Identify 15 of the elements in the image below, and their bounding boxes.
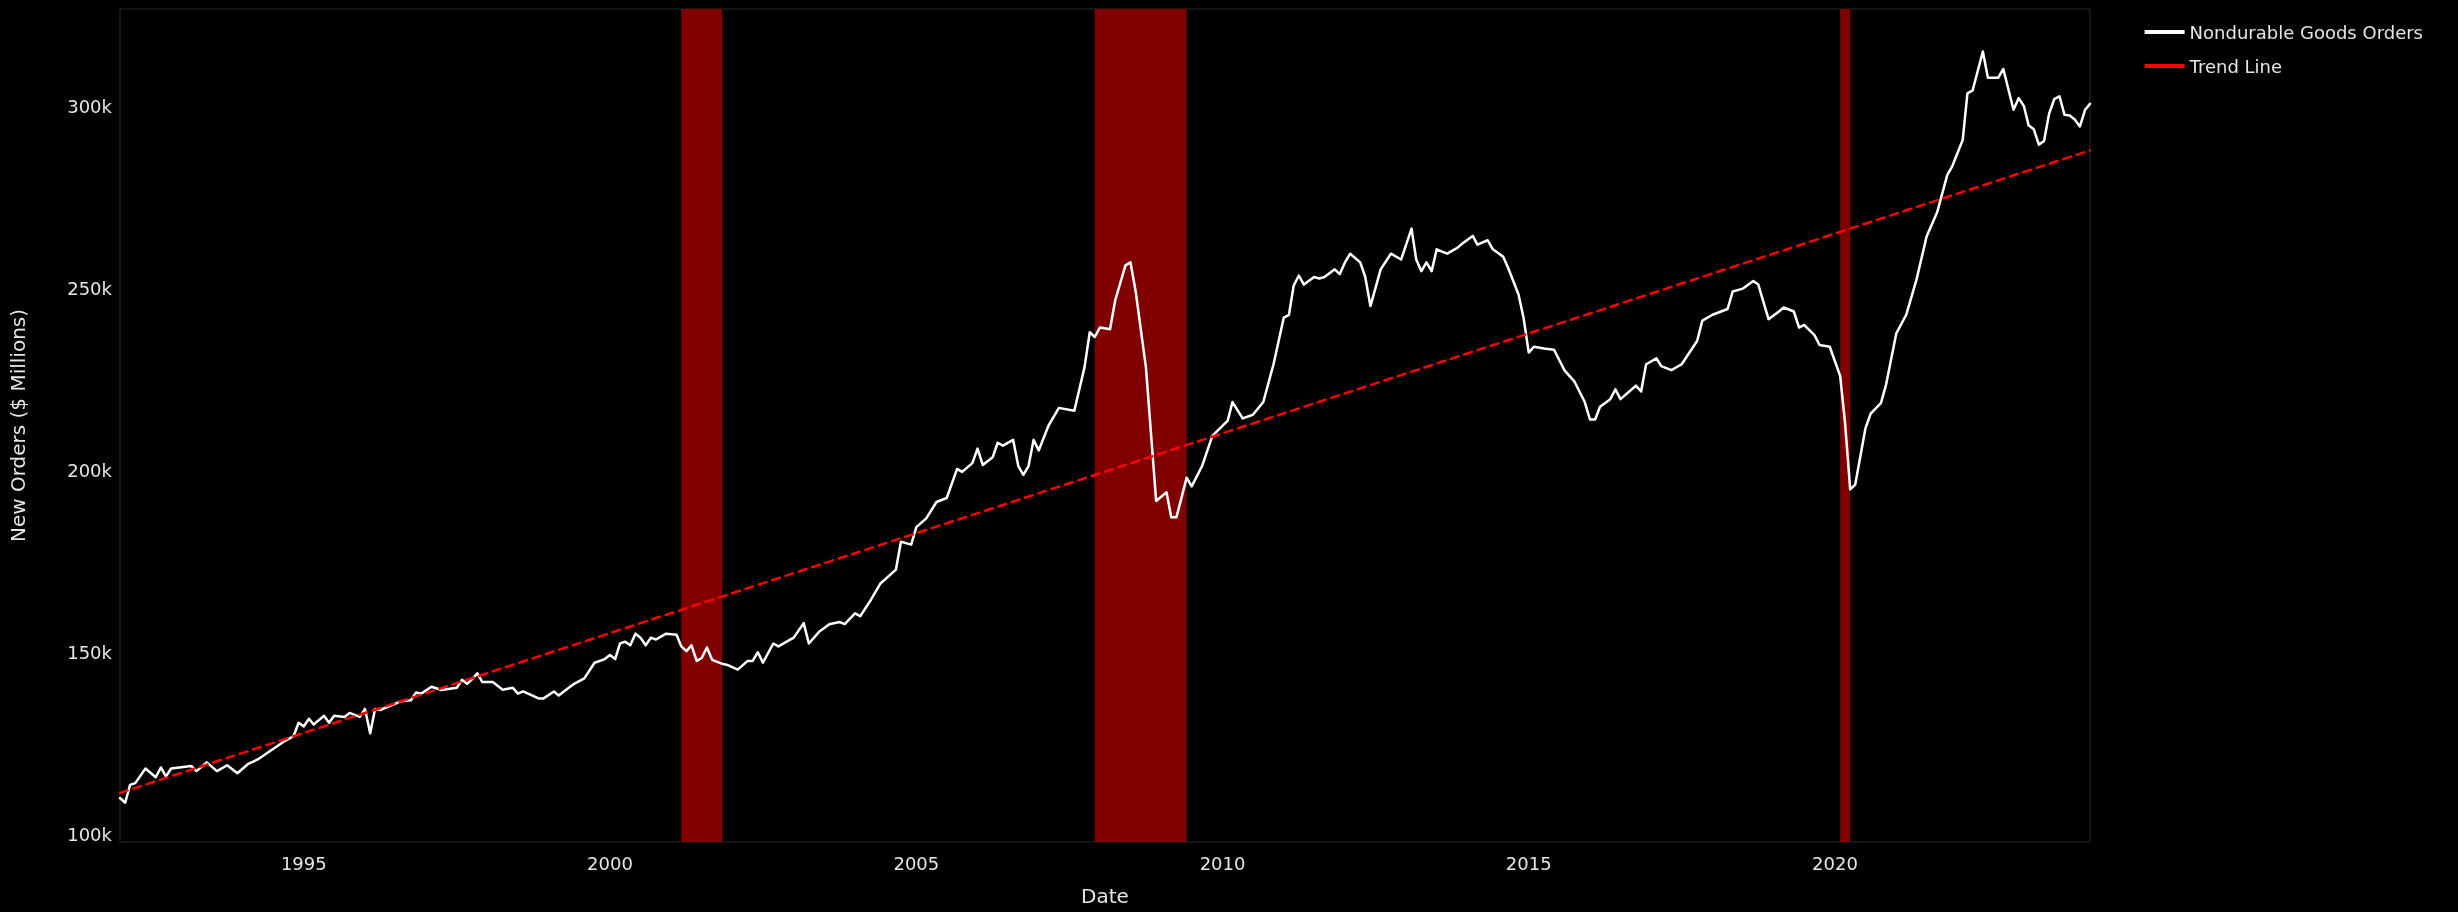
y-tick-label: 250k: [67, 278, 113, 300]
x-tick-label: 2005: [893, 852, 940, 874]
y-tick-label: 150k: [67, 641, 113, 663]
legend-label: Nondurable Goods Orders: [2189, 21, 2423, 43]
x-tick-label: 2010: [1199, 852, 1246, 874]
y-axis-title: New Orders ($ Millions): [6, 308, 30, 543]
x-tick-label: 2000: [587, 852, 633, 874]
y-tick-label: 100k: [67, 823, 113, 845]
x-tick-label: 2015: [1505, 852, 1552, 874]
x-axis-title: Date: [1081, 884, 1129, 908]
y-tick-label: 300k: [67, 96, 113, 118]
y-tick-label: 200k: [67, 459, 113, 481]
x-tick-label: 2020: [1812, 852, 1858, 874]
legend-label: Trend Line: [2188, 55, 2283, 77]
x-tick-label: 1995: [280, 852, 327, 874]
